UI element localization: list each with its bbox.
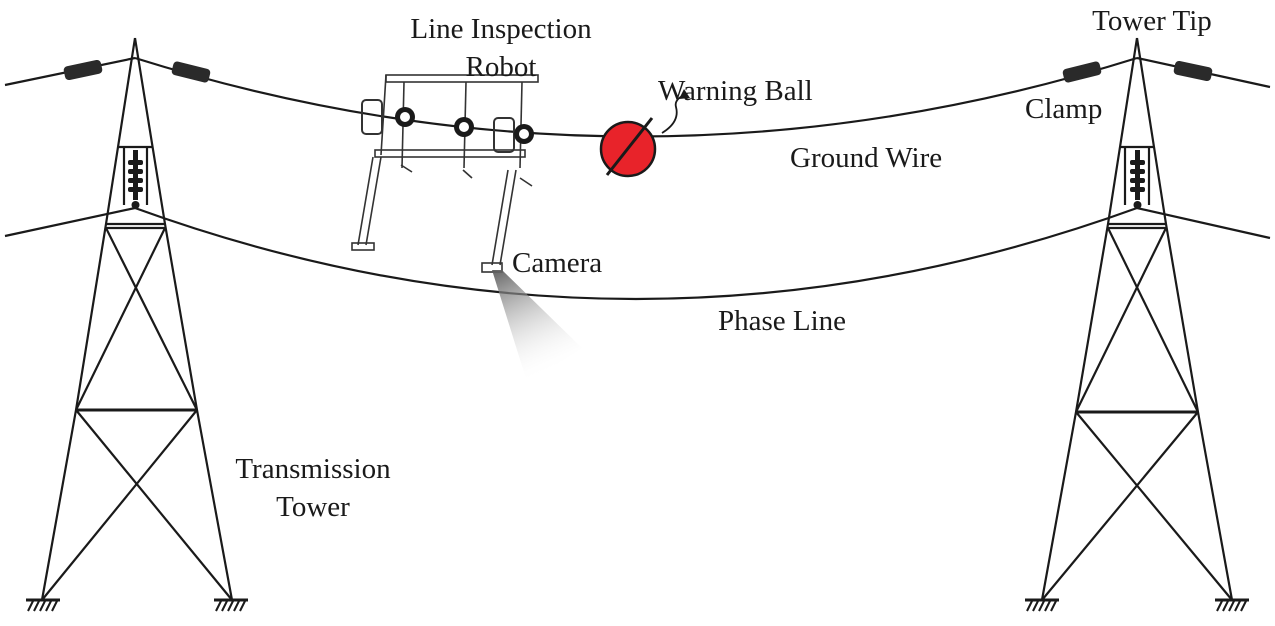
robot-label-line2: Robot	[466, 51, 537, 83]
left-insulator	[128, 150, 143, 209]
clamp-label: Clamp	[1025, 93, 1102, 125]
ground-wire-label: Ground Wire	[790, 142, 942, 174]
robot-wheels	[395, 107, 534, 144]
phase-line-label: Phase Line	[718, 305, 846, 337]
right-insulator	[1130, 150, 1145, 209]
transmission-tower-label-line2: Tower	[276, 491, 350, 523]
ground-icon	[1025, 598, 1059, 612]
right-transmission-tower	[1040, 37, 1234, 601]
camera-label: Camera	[512, 247, 602, 279]
left-transmission-tower	[40, 37, 234, 601]
ground-icon	[214, 598, 248, 612]
tower-tip-label: Tower Tip	[1092, 5, 1212, 37]
line-inspection-robot	[351, 74, 539, 273]
camera-view-cone	[492, 270, 582, 385]
phase-line	[4, 206, 1271, 301]
ground-icon	[26, 598, 60, 612]
clamp-icon	[63, 59, 1213, 83]
transmission-tower-label-line1: Transmission	[235, 453, 391, 485]
ground-icon	[1215, 598, 1249, 612]
warning-ball-label: Warning Ball	[658, 75, 813, 107]
robot-label-line1: Line Inspection	[410, 13, 592, 45]
warning-ball-icon	[599, 89, 690, 178]
